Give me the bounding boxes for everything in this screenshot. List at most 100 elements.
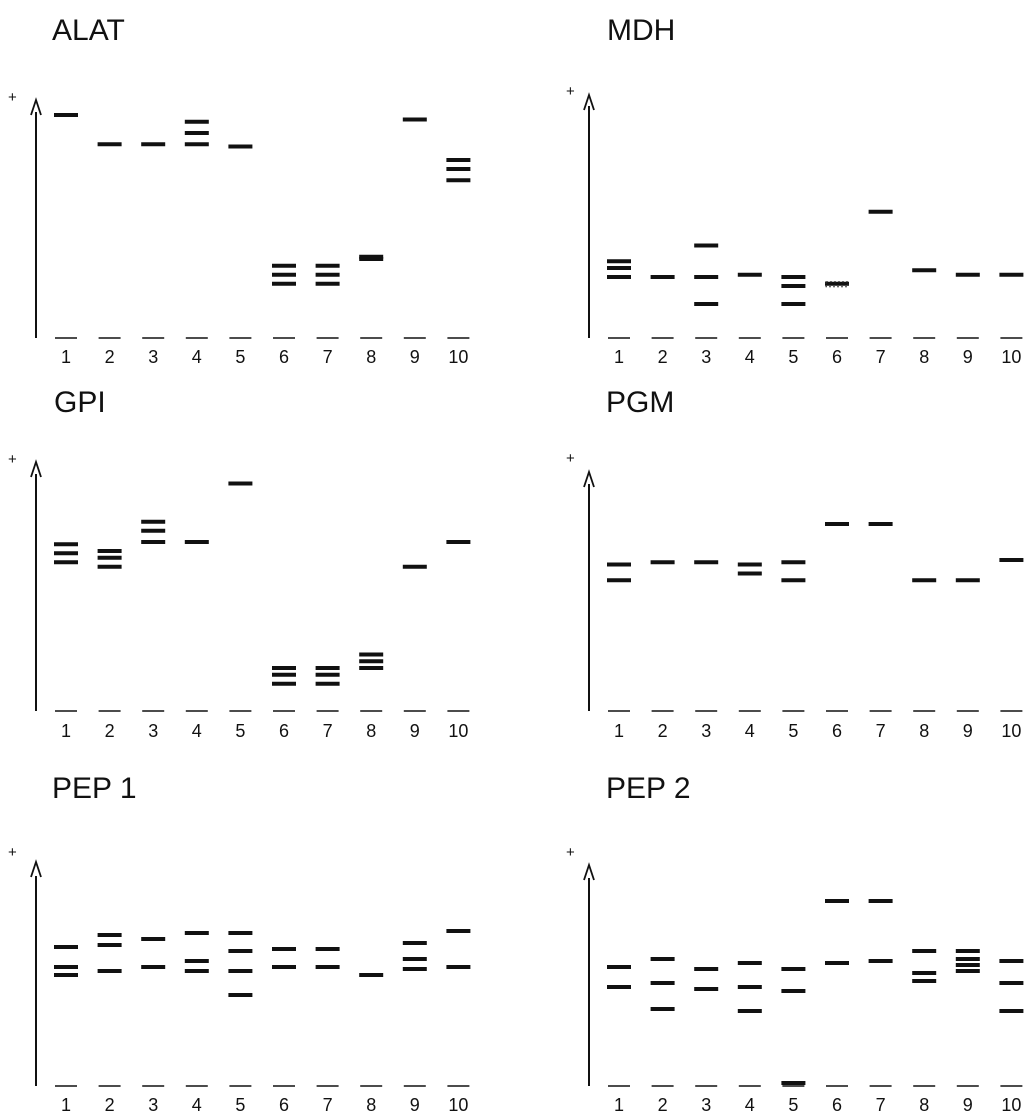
lane-number: 9	[963, 347, 973, 367]
band	[97, 555, 122, 560]
band	[650, 957, 675, 961]
lane-number: 10	[1001, 347, 1021, 367]
lane-3: 3	[141, 519, 166, 741]
lane-number: 1	[61, 1095, 71, 1115]
band	[737, 571, 762, 576]
lane-2: 2	[97, 933, 122, 1115]
lane-2: 2	[650, 275, 675, 367]
lane-3: 3	[694, 243, 719, 367]
band	[402, 967, 427, 971]
band	[955, 272, 980, 277]
band	[228, 931, 253, 935]
lane-number: 8	[366, 1095, 376, 1115]
lane-number: 5	[788, 347, 798, 367]
lane-7: 7	[868, 522, 893, 741]
lane-number: 3	[701, 347, 711, 367]
lane-8: 8	[912, 268, 937, 367]
lane-6: 6	[825, 899, 849, 1115]
lane-number: 4	[192, 347, 202, 367]
band	[272, 666, 296, 670]
band	[97, 933, 122, 937]
band	[184, 540, 209, 544]
lane-number: 8	[366, 347, 376, 367]
lane-5: 5	[228, 481, 253, 741]
band	[999, 981, 1024, 985]
lane-number: 5	[235, 721, 245, 741]
band	[694, 967, 719, 971]
band	[955, 949, 980, 953]
band	[868, 522, 893, 526]
band	[781, 1081, 806, 1085]
anode-plus-sign: +	[566, 450, 575, 467]
lane-2: 2	[650, 560, 675, 741]
band	[141, 519, 166, 524]
lane-10: 10	[446, 929, 471, 1115]
lane-number: 2	[658, 1095, 668, 1115]
lane-1: 1	[607, 965, 631, 1115]
lane-number: 6	[832, 1095, 842, 1115]
lane-4: 4	[184, 931, 209, 1115]
lane-number: 8	[919, 1095, 929, 1115]
band	[184, 142, 209, 147]
lane-7: 7	[315, 263, 340, 367]
band	[607, 259, 631, 264]
lane-6: 6	[272, 263, 296, 367]
lane-number: 2	[105, 1095, 115, 1115]
anode-plus-sign: +	[8, 89, 17, 106]
band	[315, 681, 340, 686]
band	[272, 672, 296, 677]
arrowhead-icon	[583, 469, 595, 488]
band	[141, 142, 166, 147]
band	[359, 973, 384, 977]
band	[955, 969, 980, 973]
lane-number: 8	[919, 347, 929, 367]
lanes-group: 1 2 3 4 5 6 7 8 9 10	[54, 929, 471, 1115]
band	[228, 949, 253, 953]
band	[315, 263, 340, 268]
band	[912, 971, 937, 975]
lane-1: 1	[54, 113, 78, 367]
lane-number: 3	[701, 1095, 711, 1115]
lane-number: 2	[658, 347, 668, 367]
band	[650, 981, 675, 985]
lane-number: 1	[61, 721, 71, 741]
lane-3: 3	[141, 937, 166, 1115]
band	[781, 578, 806, 583]
band	[54, 560, 78, 565]
lane-7: 7	[868, 209, 893, 367]
lanes-group: 1 2 3 4 5 6 7 8 9 10	[607, 899, 1024, 1115]
band	[359, 652, 384, 657]
band	[955, 963, 980, 967]
band	[650, 560, 675, 565]
band	[228, 969, 253, 973]
band	[97, 969, 122, 973]
lane-number: 6	[832, 347, 842, 367]
band	[607, 562, 631, 567]
band	[272, 681, 296, 686]
anode-plus-sign: +	[566, 83, 575, 100]
lane-6: 6	[825, 522, 849, 741]
panel-mdh: MDH + 1 2 3 4 5 6 7 8 9 10	[566, 14, 1024, 367]
band	[359, 257, 384, 261]
lane-1: 1	[54, 945, 78, 1115]
panel-pgm: PGM + 1 2 3 4 5 6 7 8 9 10	[566, 386, 1024, 741]
lane-10: 10	[999, 272, 1024, 367]
lane-number: 4	[745, 721, 755, 741]
lane-4: 4	[737, 562, 762, 741]
lane-9: 9	[402, 941, 427, 1115]
band	[694, 560, 719, 565]
band	[446, 167, 471, 171]
lane-9: 9	[402, 117, 427, 367]
lane-number: 1	[614, 1095, 624, 1115]
lane-number: 6	[279, 347, 289, 367]
arrowhead-icon	[30, 97, 42, 116]
lane-number: 4	[745, 347, 755, 367]
lanes-group: 1 2 3 4 5 6 7 8 9 10	[607, 209, 1024, 367]
band	[184, 931, 209, 935]
band	[781, 989, 806, 993]
band	[315, 281, 340, 286]
band	[737, 272, 762, 277]
band	[781, 302, 806, 306]
lane-number: 1	[614, 721, 624, 741]
band	[54, 973, 78, 977]
